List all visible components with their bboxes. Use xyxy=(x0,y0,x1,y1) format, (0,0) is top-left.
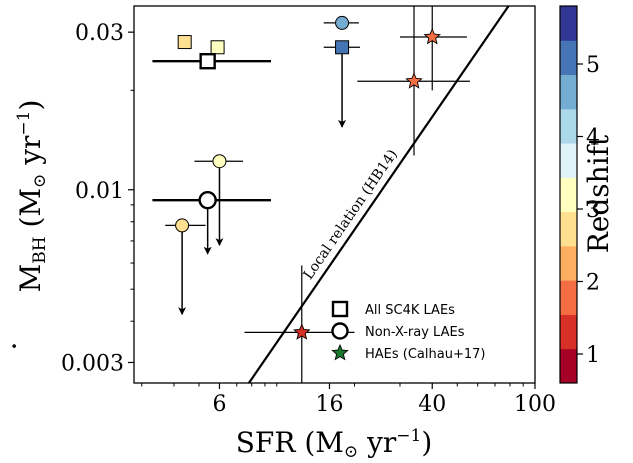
y-axis-title-dot: · xyxy=(0,342,31,351)
y-tick-label: 0.003 xyxy=(61,351,124,376)
square-marker xyxy=(177,35,192,50)
colorbar-tick-label: 5 xyxy=(586,53,600,78)
y-tick-label: 0.03 xyxy=(75,21,124,46)
star-marker xyxy=(423,27,441,45)
x-tick-label: 40 xyxy=(418,392,446,417)
colorbar-segment xyxy=(560,280,577,315)
x-axis: 6 16 40 100 xyxy=(141,383,556,417)
legend-label: HAEs (Calhau+17) xyxy=(365,347,485,362)
colorbar-segment xyxy=(560,177,577,213)
colorbar-segment xyxy=(560,74,577,110)
y-tick-label: 0.01 xyxy=(75,179,124,204)
colorbar-tick-label: 1 xyxy=(586,343,600,368)
legend-square-marker xyxy=(331,300,349,318)
legend: All SC4K LAEs Non-X-ray LAEs HAEs (Calhau+… xyxy=(331,300,485,362)
colorbar-segment xyxy=(560,108,577,144)
x-tick-label: 100 xyxy=(514,392,556,417)
colorbar-segment xyxy=(560,245,577,281)
legend-circle-marker xyxy=(331,322,349,340)
colorbar-segment xyxy=(560,211,577,247)
y-axis-title: MBH (M⊙ yr−1) xyxy=(14,100,50,293)
colorbar-title: Redshift xyxy=(582,134,615,253)
circle-marker xyxy=(175,218,190,233)
circle-marker xyxy=(198,190,217,210)
legend-star-marker xyxy=(331,343,349,361)
colorbar-segment xyxy=(560,348,577,384)
colorbar-segment xyxy=(560,143,577,178)
y-axis: 0.003 0.01 0.03 xyxy=(61,21,134,376)
colorbar-tick-label: 3 xyxy=(586,198,600,223)
colorbar-tick-label: 4 xyxy=(586,126,600,151)
star-marker xyxy=(293,323,311,340)
colorbar-tick-label: 2 xyxy=(586,271,600,296)
colorbar-segment xyxy=(560,40,577,76)
colorbar-frame xyxy=(559,5,578,384)
colorbar: 1 2 3 4 5 xyxy=(559,5,600,384)
colorbar-segment xyxy=(560,6,577,41)
plot-contents xyxy=(152,6,510,383)
x-axis-title: SFR (M⊙ yr−1) xyxy=(236,426,433,462)
colorbar-segment xyxy=(560,314,577,350)
markers xyxy=(175,15,441,340)
square-marker xyxy=(199,53,216,70)
x-tick-label: 16 xyxy=(315,392,343,417)
star-marker xyxy=(405,72,423,89)
square-marker xyxy=(335,40,350,55)
legend-label: Non-X-ray LAEs xyxy=(365,325,465,340)
legend-label: All SC4K LAEs xyxy=(365,303,455,318)
circle-marker xyxy=(212,154,227,169)
square-marker xyxy=(210,40,225,55)
x-tick-label: 6 xyxy=(212,392,226,417)
local-relation-line xyxy=(247,6,510,383)
circle-marker xyxy=(335,15,350,30)
